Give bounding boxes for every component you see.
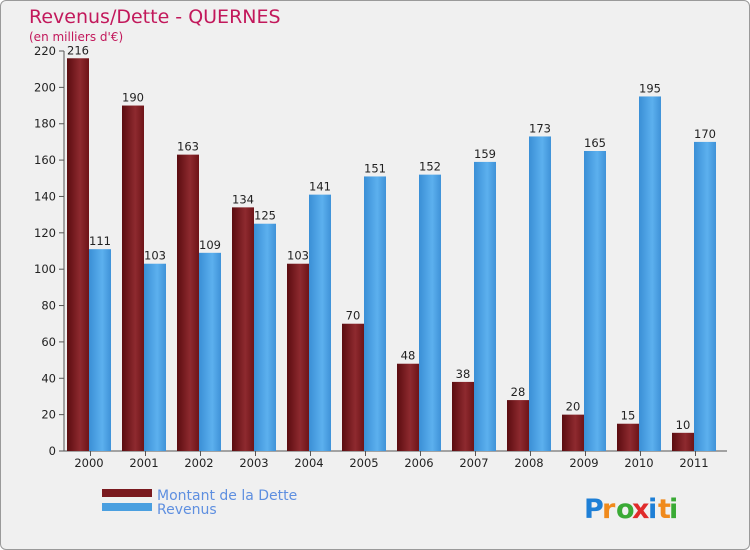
bar-debt [122, 105, 144, 451]
data-label: 10 [676, 418, 691, 432]
bar-debt [232, 207, 254, 451]
x-tick-label: 2011 [679, 456, 708, 470]
bar-revenus [199, 252, 221, 451]
y-tick-label: 80 [41, 299, 56, 313]
y-tick-label: 160 [34, 153, 56, 167]
legend-label-debt: Montant de la Dette [157, 488, 297, 504]
data-label: 109 [199, 238, 221, 252]
data-label: 125 [254, 209, 276, 223]
data-label: 111 [89, 234, 111, 248]
x-tick-label: 2008 [514, 456, 543, 470]
y-tick-label: 100 [34, 262, 56, 276]
bar-debt [397, 363, 419, 451]
data-label: 28 [511, 385, 526, 399]
bar-debt [342, 323, 364, 451]
data-label: 165 [584, 136, 606, 150]
data-labels: 2161111901031631091341251031417015148152… [67, 43, 716, 432]
x-tick-label: 2003 [239, 456, 268, 470]
data-label: 20 [566, 400, 581, 414]
data-label: 163 [177, 140, 199, 154]
bars [67, 58, 716, 452]
y-tick-label: 60 [41, 335, 56, 349]
y-tick-label: 0 [49, 444, 56, 458]
data-label: 134 [232, 192, 254, 206]
x-tick-label: 2000 [74, 456, 103, 470]
data-label: 48 [401, 349, 416, 363]
data-label: 195 [639, 81, 661, 95]
data-label: 15 [621, 409, 636, 423]
data-label: 216 [67, 43, 89, 57]
logo-letter: P [584, 494, 604, 525]
bar-debt [287, 263, 309, 451]
bar-debt [177, 154, 199, 452]
y-tick-label: 20 [41, 408, 56, 422]
logo-letter: t [658, 494, 671, 525]
legend-label-revenus: Revenus [157, 502, 217, 518]
y-tick-label: 200 [34, 80, 56, 94]
data-label: 190 [122, 91, 144, 105]
bar-revenus [419, 174, 441, 452]
y-tick-label: 180 [34, 117, 56, 131]
data-label: 70 [346, 309, 361, 323]
proxiti-logo: Pr oxi ti [584, 494, 678, 525]
x-tick-label: 2007 [459, 456, 488, 470]
bar-revenus [639, 96, 661, 452]
logo-letter: x [632, 494, 649, 525]
bar-revenus [144, 263, 166, 451]
bar-revenus [474, 161, 496, 451]
x-tick-label: 2006 [404, 456, 433, 470]
data-label: 152 [419, 160, 441, 174]
y-tick-label: 220 [34, 44, 56, 58]
legend-swatch-revenus [102, 503, 152, 511]
logo-letter: i [648, 494, 657, 525]
x-tick-label: 2002 [184, 456, 213, 470]
bar-revenus [364, 176, 386, 452]
chart-subtitle: (en milliers d'€) [29, 30, 123, 44]
bar-revenus [309, 194, 331, 452]
x-tick-label: 2010 [624, 456, 653, 470]
logo-letter: o [616, 494, 635, 525]
data-label: 170 [694, 127, 716, 141]
chart-title: Revenus/Dette - QUERNES [29, 6, 281, 28]
data-label: 141 [309, 180, 331, 194]
data-label: 151 [364, 161, 386, 175]
x-tick-label: 2005 [349, 456, 378, 470]
data-label: 173 [529, 121, 551, 135]
y-tick-label: 140 [34, 189, 56, 203]
x-tick-label: 2004 [294, 456, 323, 470]
y-tick-label: 120 [34, 226, 56, 240]
bar-debt [562, 414, 584, 451]
legend-swatch-debt [102, 489, 152, 497]
x-tick-label: 2009 [569, 456, 598, 470]
data-label: 103 [287, 249, 309, 263]
bar-debt [672, 432, 694, 451]
bar-debt [67, 58, 89, 451]
logo-letter: r [602, 494, 616, 525]
bar-revenus [529, 136, 551, 452]
bar-debt [452, 381, 474, 451]
bar-revenus [584, 151, 606, 451]
data-label: 159 [474, 147, 496, 161]
logo-letter: i [669, 494, 678, 525]
data-label: 103 [144, 249, 166, 263]
bar-debt [507, 400, 529, 451]
x-tick-label: 2001 [129, 456, 158, 470]
bar-revenus [89, 249, 111, 451]
bar-debt [617, 423, 639, 451]
bar-revenus [694, 141, 716, 451]
data-label: 38 [456, 367, 471, 381]
y-tick-label: 40 [41, 371, 56, 385]
bar-revenus [254, 223, 276, 451]
